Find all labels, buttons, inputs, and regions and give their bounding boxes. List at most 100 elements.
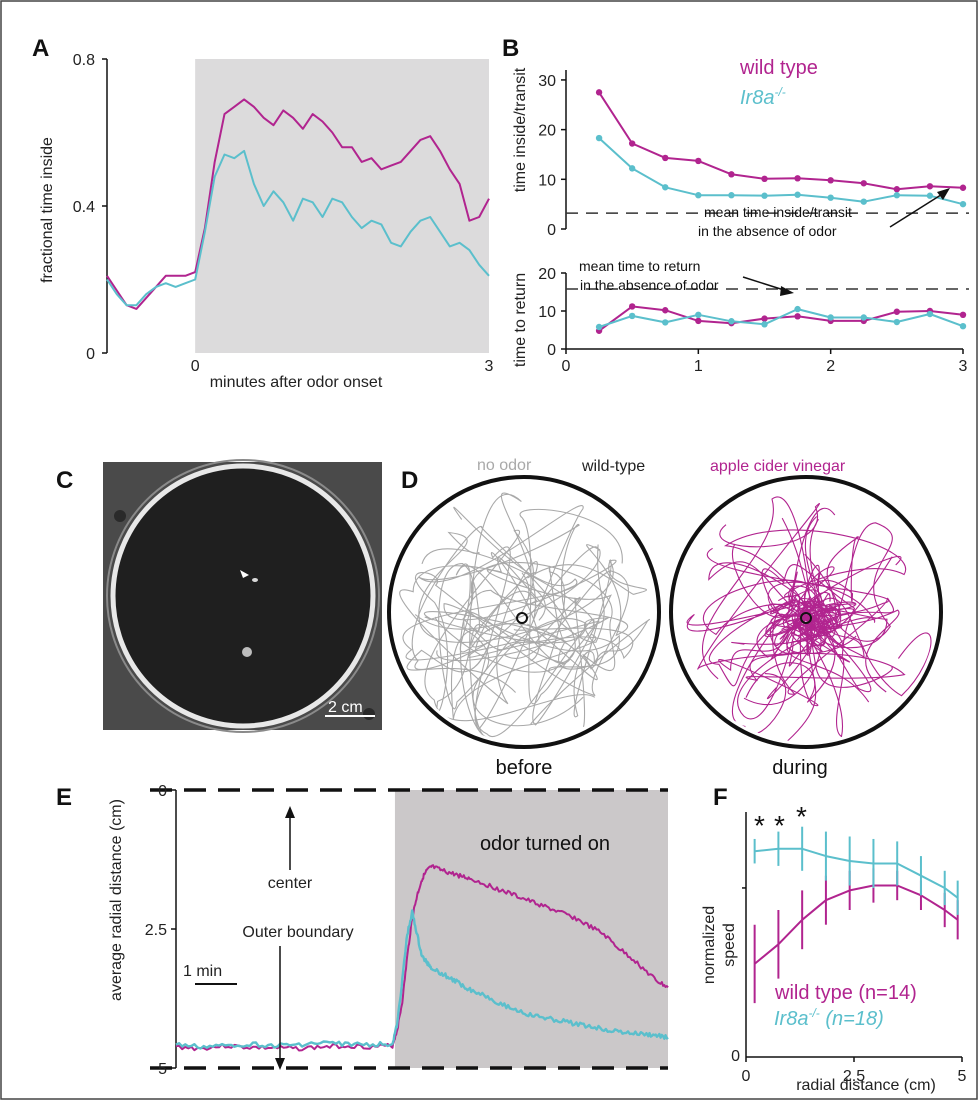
data-point bbox=[761, 192, 768, 199]
panel-f-legend-ir8a: Ir8a-/- (n=18) bbox=[774, 1006, 884, 1030]
odor-source-dot bbox=[242, 647, 252, 657]
data-point bbox=[695, 311, 702, 318]
panel-letter-e: E bbox=[56, 784, 72, 811]
data-point bbox=[728, 171, 735, 178]
series-ir8a bbox=[598, 308, 964, 328]
data-point bbox=[959, 184, 967, 191]
x-tick-label: 3 bbox=[959, 358, 968, 375]
annotation-center: center bbox=[268, 875, 313, 892]
panel-e-chart: 02.55 bbox=[145, 783, 669, 1078]
y-tick-label: 0 bbox=[731, 1048, 740, 1065]
significance-star: * bbox=[754, 810, 765, 841]
y-tick-label: 0 bbox=[86, 346, 95, 363]
x-tick-label: 0 bbox=[742, 1068, 751, 1085]
scale-bar-label: 2 cm bbox=[328, 699, 363, 716]
panel-a-chart: 0 0.4 0.8 0 3 bbox=[73, 52, 494, 375]
photo-corner-shadow bbox=[114, 510, 126, 522]
b-top-note-arrowhead bbox=[937, 188, 950, 200]
track-no-odor bbox=[387, 475, 661, 749]
panel-e-shade-label: odor turned on bbox=[480, 833, 610, 855]
data-point bbox=[628, 165, 636, 172]
panel-letter-f: F bbox=[713, 784, 728, 811]
trajectory-path bbox=[707, 547, 889, 700]
y-tick-label: 20 bbox=[538, 266, 556, 283]
data-point bbox=[794, 313, 801, 320]
panel-letter-a: A bbox=[32, 35, 49, 62]
b-bottom-note-line2: in the absence of odor bbox=[580, 277, 719, 293]
data-point bbox=[728, 318, 735, 325]
trajectory-path bbox=[418, 505, 584, 731]
panel-e-ylabel: average radial distance (cm) bbox=[108, 799, 125, 1001]
trajectory-path bbox=[402, 506, 623, 705]
arena-circle-left bbox=[387, 475, 661, 749]
panel-d-caption-before: before bbox=[496, 757, 553, 779]
trajectory-path bbox=[708, 561, 875, 647]
legend-wild-type: wild type bbox=[739, 57, 818, 79]
series-ir8a bbox=[598, 137, 964, 206]
data-point bbox=[628, 312, 636, 320]
data-point bbox=[794, 305, 801, 313]
data-point bbox=[662, 319, 669, 326]
panel-letter-d: D bbox=[401, 467, 418, 494]
panel-a-xlabel: minutes after odor onset bbox=[210, 374, 383, 391]
series-ir8a bbox=[754, 847, 959, 899]
y-tick-label: 0 bbox=[547, 342, 556, 359]
significance-star: * bbox=[796, 801, 807, 832]
y-tick-label: 5 bbox=[158, 1061, 167, 1078]
panel-f-chart: 00 2.5 5 bbox=[731, 812, 967, 1085]
track-apple-cider-vinegar bbox=[669, 475, 943, 749]
data-point bbox=[595, 323, 603, 331]
trajectory-path bbox=[701, 496, 823, 680]
annotation-outer-arrowhead bbox=[275, 1058, 285, 1070]
y-tick-label: 30 bbox=[538, 73, 556, 90]
series-ir8a bbox=[175, 909, 669, 1050]
data-point bbox=[827, 194, 834, 201]
data-point bbox=[959, 200, 967, 208]
b-bottom-note-arrowhead bbox=[780, 286, 794, 296]
data-point bbox=[595, 134, 603, 142]
data-point bbox=[628, 303, 636, 310]
y-tick-label: 0.8 bbox=[73, 52, 95, 69]
x-tick-label: 3 bbox=[485, 358, 494, 375]
data-point bbox=[893, 192, 901, 199]
data-point bbox=[595, 89, 603, 96]
center-marker-right bbox=[800, 612, 812, 624]
arena-dish-rim bbox=[106, 459, 380, 733]
y-tick-label: 0.4 bbox=[73, 199, 95, 216]
significance-star: * bbox=[774, 810, 785, 841]
x-tick-label: 0 bbox=[562, 358, 571, 375]
data-point bbox=[761, 321, 768, 328]
data-point bbox=[860, 314, 867, 321]
data-point bbox=[827, 314, 834, 321]
b-bottom-note-line1: mean time to return bbox=[579, 258, 700, 274]
x-tick-label: 2.5 bbox=[843, 1068, 865, 1085]
data-point bbox=[695, 317, 702, 325]
data-point bbox=[926, 192, 934, 199]
data-point bbox=[926, 183, 934, 190]
panel-f-xlabel: radial distance (cm) bbox=[796, 1077, 936, 1094]
data-point bbox=[860, 198, 867, 205]
fly-arrowhead bbox=[240, 570, 249, 578]
arena-photo: 2 cm bbox=[103, 459, 382, 733]
data-point bbox=[761, 315, 768, 322]
panel-b-top-ylabel: time inside/transit bbox=[512, 67, 529, 192]
data-point bbox=[959, 311, 967, 318]
y-tick-label: 0 bbox=[547, 222, 556, 239]
series-ir8a bbox=[106, 149, 490, 307]
y-tick-label: 10 bbox=[538, 172, 556, 189]
time-scale-label: 1 min bbox=[183, 963, 222, 980]
panel-letter-b: B bbox=[502, 35, 519, 62]
annotation-outer-boundary: Outer boundary bbox=[242, 924, 353, 941]
y-tick-label: 2.5 bbox=[145, 922, 167, 939]
x-tick-label: 1 bbox=[694, 358, 703, 375]
data-point bbox=[893, 308, 901, 315]
data-point bbox=[695, 157, 702, 165]
series-wild-type bbox=[175, 864, 669, 1052]
b-bottom-note-arrow bbox=[742, 276, 788, 292]
data-point bbox=[761, 175, 768, 183]
trajectory-path bbox=[761, 555, 902, 703]
data-point bbox=[662, 307, 669, 314]
data-point bbox=[662, 184, 669, 191]
b-top-note-line1: mean time inside/transit bbox=[704, 204, 852, 220]
